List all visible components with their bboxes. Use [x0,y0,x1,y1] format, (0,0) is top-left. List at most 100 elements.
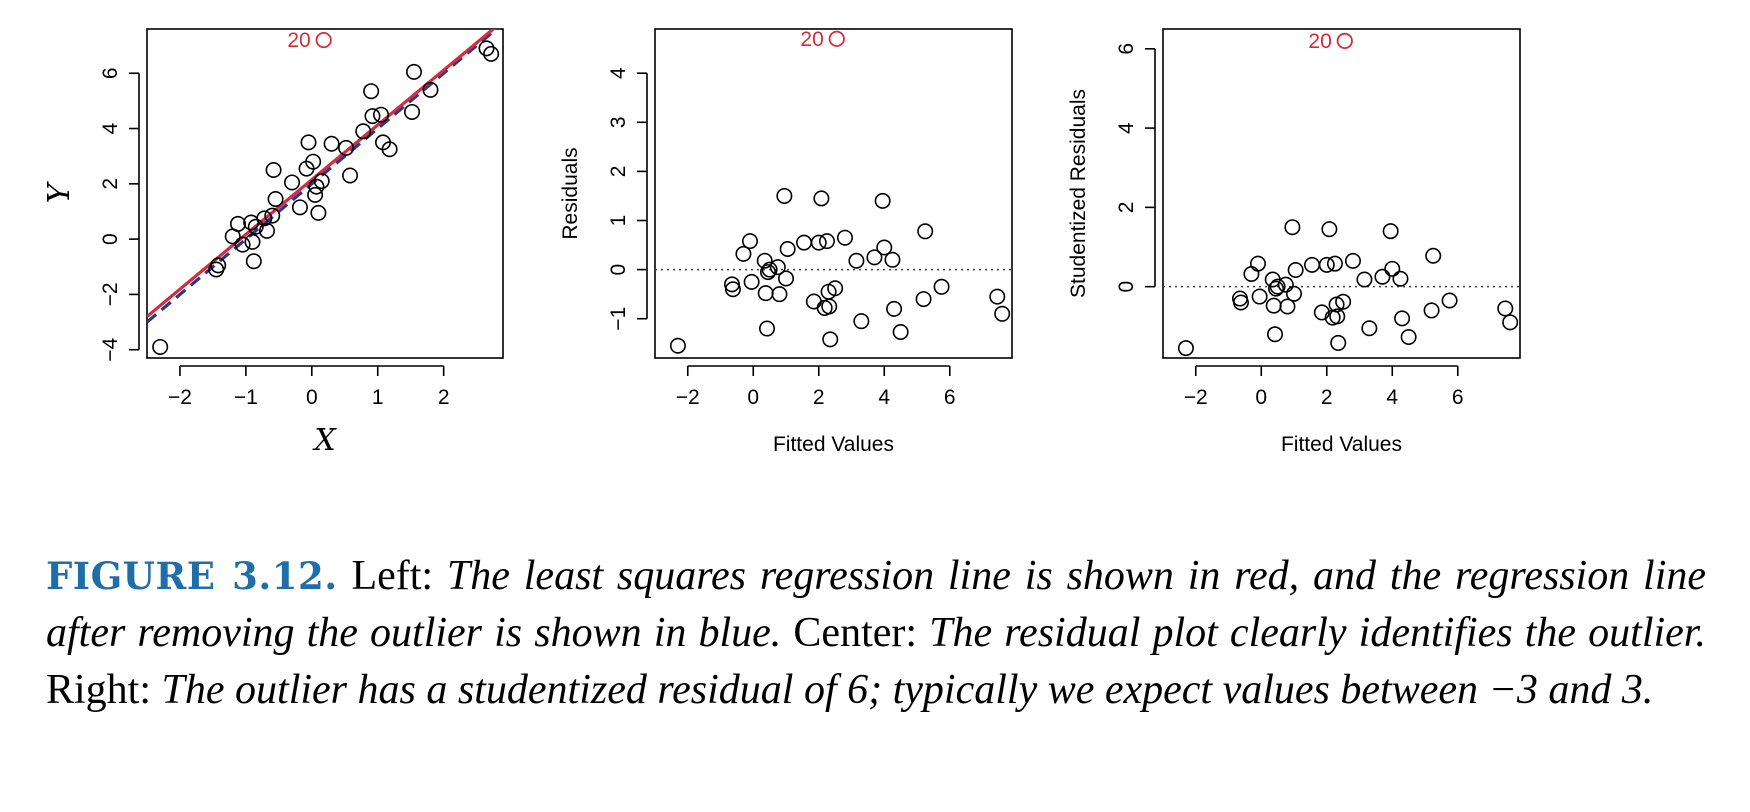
data-point [1425,247,1442,264]
x-tick-label: 6 [1452,386,1464,409]
data-point [1232,294,1249,311]
data-point [796,234,813,251]
x-axis-title: X [312,423,337,458]
data-point [761,261,778,278]
data-point [323,135,340,152]
data-point [305,153,322,170]
data-point [245,253,262,270]
y-tick-label: 4 [99,122,122,134]
x-tick-label: 4 [878,386,890,409]
data-point [264,207,281,224]
y-tick-label: −1 [607,307,630,331]
data-point [757,285,774,302]
data-point [1330,334,1347,351]
data-point [210,257,227,274]
data-point [478,40,495,57]
y-axis-title: Y [42,180,77,203]
data-point [1382,223,1399,240]
data-point [313,173,330,190]
data-point [818,233,835,250]
data-point [884,251,901,268]
data-point [308,178,325,195]
data-point [1400,328,1417,345]
y-tick-label: 4 [1115,122,1138,134]
x-tick-label: 2 [813,386,825,409]
data-point [363,83,380,100]
y-tick-label: 4 [607,67,630,79]
data-point [994,305,1011,322]
x-tick-label: 1 [372,386,384,409]
y-tick-label: 0 [99,233,122,245]
data-point [669,337,686,354]
data-point [756,252,773,269]
data-point [759,320,776,337]
data-point [338,139,355,156]
x-tick-label: 4 [1386,386,1398,409]
plot-frame [1162,28,1521,359]
data-point [1313,304,1330,321]
data-point [917,223,934,240]
least-squares-regression-line [147,29,496,318]
data-point [1384,260,1401,277]
data-point [404,103,421,120]
data-point [1329,308,1346,325]
data-point [1344,252,1361,269]
data-point [247,218,264,235]
data-point [866,249,883,266]
data-point [1243,265,1260,282]
data-point [724,281,741,298]
x-axis-title: Fitted Values [1281,433,1402,456]
data-point [422,81,439,98]
data-point [300,134,317,151]
data-point [741,233,758,250]
data-point [813,190,830,207]
data-point [1267,280,1284,297]
plot-area [1163,219,1520,357]
data-point [836,229,853,246]
data-point [291,199,308,216]
y-tick-label: 2 [607,166,630,178]
data-point [1321,221,1338,238]
data-point [876,239,893,256]
data-point [1304,256,1321,273]
caption-right-text: The outlier has a studentized residual o… [161,667,1654,713]
data-point [1286,285,1303,302]
outlier-label: 20 [800,28,823,51]
right-panel: −2 0 2 4 6 0 2 4 6 Fitted Values Studentized Resid… [1067,28,1521,456]
x-tick-label: 0 [306,386,318,409]
x-tick-label: 0 [747,386,759,409]
outlier-removed-regression-line [147,29,499,324]
data-point [243,214,260,231]
data-point [759,264,776,281]
data-point [1502,314,1519,331]
caption-center-text: The residual plot clearly identifies the… [929,610,1706,656]
data-point [1287,262,1304,279]
data-point [342,167,359,184]
data-point [933,278,950,295]
data-point [1335,293,1352,310]
data-point [229,215,246,232]
data-point [805,293,822,310]
data-point [152,338,169,355]
y-tick-label: 0 [1115,281,1138,293]
data-point [405,63,422,80]
outlier-label: 20 [1308,30,1331,53]
y-tick-label: 3 [607,116,630,128]
data-point [1267,326,1284,343]
data-point [1361,320,1378,337]
data-point [915,291,932,308]
data-point [1392,270,1409,287]
outlier-point [1336,32,1353,49]
data-point [265,162,282,179]
plot-area [147,29,500,355]
data-point [244,233,261,250]
data-point [1177,340,1194,357]
data-point [810,234,827,251]
data-point [822,331,839,348]
x-tick-label: 2 [438,386,450,409]
data-point [778,270,795,287]
data-point [743,273,760,290]
data-point [258,222,275,239]
plot-area [655,187,1012,354]
